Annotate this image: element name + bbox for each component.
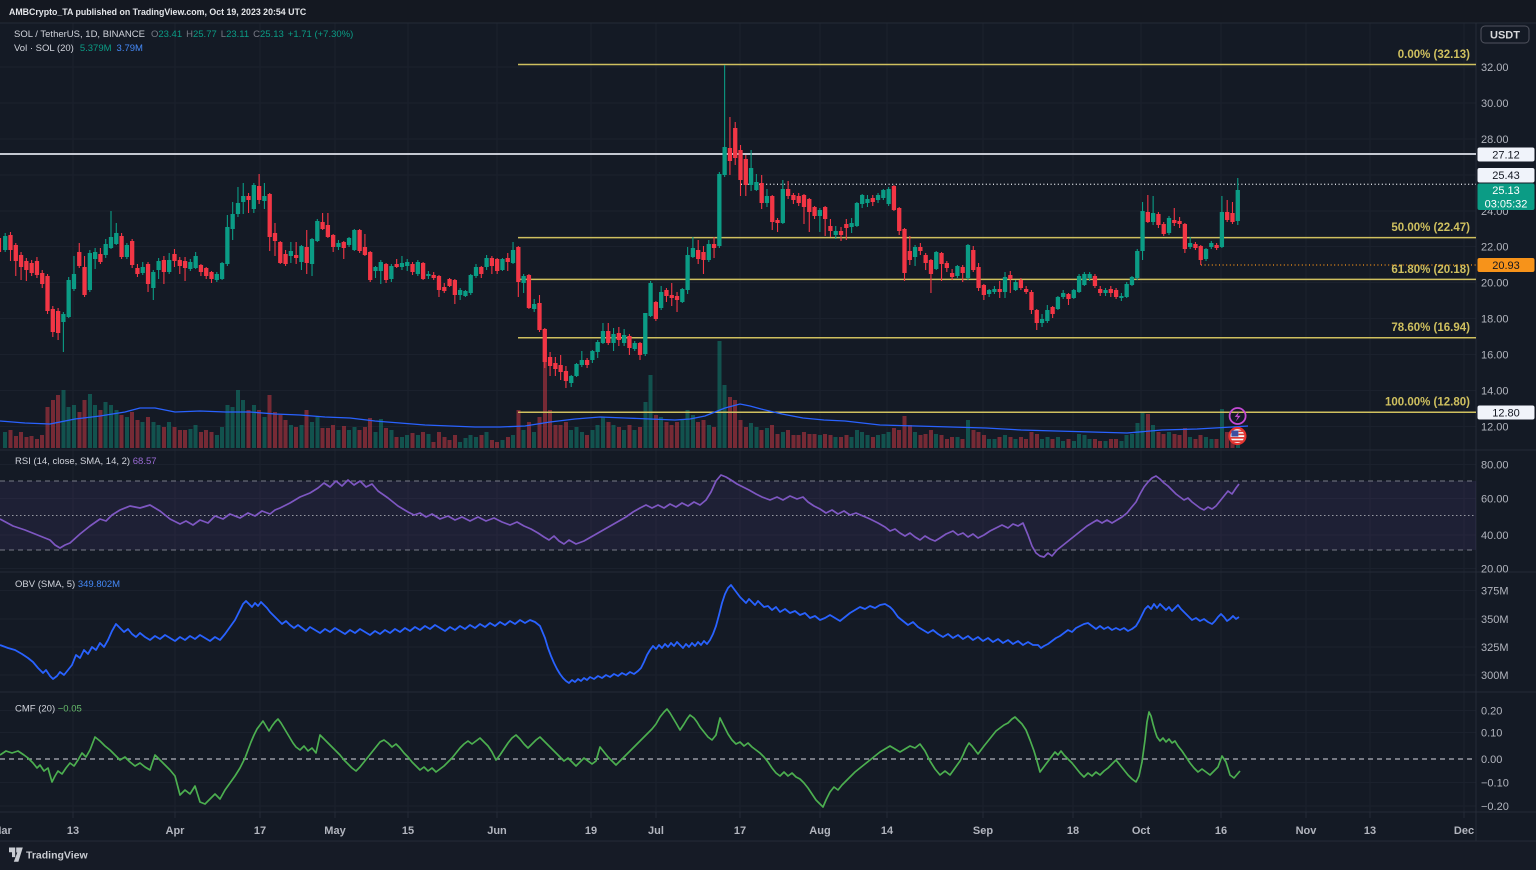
svg-text:0.20: 0.20	[1481, 706, 1502, 718]
svg-text:Aug: Aug	[809, 825, 830, 837]
svg-text:CMF (20) −0.05: CMF (20) −0.05	[15, 704, 82, 715]
svg-text:OBV (SMA, 5) 349.802M: OBV (SMA, 5) 349.802M	[15, 579, 120, 590]
svg-text:Jul: Jul	[648, 825, 664, 837]
svg-text:30.00: 30.00	[1481, 98, 1509, 110]
svg-text:14.00: 14.00	[1481, 386, 1509, 398]
svg-text:13: 13	[1364, 825, 1376, 837]
svg-text:28.00: 28.00	[1481, 134, 1509, 146]
svg-text:14: 14	[881, 825, 894, 837]
svg-text:32.00: 32.00	[1481, 62, 1509, 74]
svg-text:13: 13	[67, 825, 79, 837]
svg-text:78.60% (16.94): 78.60% (16.94)	[1391, 322, 1470, 334]
svg-text:May: May	[324, 825, 346, 837]
svg-text:27.12: 27.12	[1492, 150, 1520, 162]
svg-text:20.00: 20.00	[1481, 278, 1509, 290]
svg-text:03:05:32: 03:05:32	[1485, 198, 1528, 210]
svg-text:0.10: 0.10	[1481, 728, 1502, 740]
svg-text:17: 17	[254, 825, 266, 837]
svg-text:Mar: Mar	[0, 825, 12, 837]
svg-text:300M: 300M	[1481, 670, 1509, 682]
svg-text:20.93: 20.93	[1492, 260, 1520, 272]
svg-text:20.00: 20.00	[1481, 564, 1509, 576]
svg-text:61.80% (20.18): 61.80% (20.18)	[1391, 264, 1470, 276]
svg-text:AMBCrypto_TA published on Trad: AMBCrypto_TA published on TradingView.co…	[9, 7, 307, 17]
svg-text:19: 19	[585, 825, 597, 837]
svg-text:16.00: 16.00	[1481, 350, 1509, 362]
svg-text:60.00: 60.00	[1481, 494, 1509, 506]
svg-text:18.00: 18.00	[1481, 314, 1509, 326]
svg-text:TradingView: TradingView	[26, 850, 88, 862]
svg-text:17: 17	[734, 825, 746, 837]
svg-text:18: 18	[1067, 825, 1079, 837]
svg-text:−0.20: −0.20	[1481, 801, 1509, 813]
svg-text:12.00: 12.00	[1481, 422, 1509, 434]
svg-text:12.80: 12.80	[1492, 408, 1520, 420]
svg-text:Apr: Apr	[166, 825, 186, 837]
svg-text:Dec: Dec	[1454, 825, 1474, 837]
svg-text:Sep: Sep	[973, 825, 993, 837]
svg-text:Nov: Nov	[1296, 825, 1318, 837]
svg-text:50.00% (22.47): 50.00% (22.47)	[1391, 222, 1470, 234]
svg-text:25.13: 25.13	[1492, 185, 1520, 197]
svg-text:15: 15	[402, 825, 414, 837]
svg-text:100.00% (12.80): 100.00% (12.80)	[1385, 397, 1470, 409]
svg-text:Oct: Oct	[1132, 825, 1151, 837]
svg-text:RSI (14, close, SMA, 14, 2) 68: RSI (14, close, SMA, 14, 2) 68.57	[15, 456, 157, 467]
svg-text:Jun: Jun	[487, 825, 507, 837]
svg-text:USDT: USDT	[1490, 30, 1520, 42]
svg-text:40.00: 40.00	[1481, 530, 1509, 542]
svg-text:375M: 375M	[1481, 586, 1509, 598]
svg-text:22.00: 22.00	[1481, 242, 1509, 254]
svg-text:325M: 325M	[1481, 642, 1509, 654]
svg-text:80.00: 80.00	[1481, 460, 1509, 472]
svg-text:−0.10: −0.10	[1481, 778, 1509, 790]
svg-text:16: 16	[1215, 825, 1227, 837]
svg-text:0.00: 0.00	[1481, 754, 1502, 766]
svg-text:25.43: 25.43	[1492, 170, 1520, 182]
svg-text:350M: 350M	[1481, 614, 1509, 626]
svg-text:0.00% (32.13): 0.00% (32.13)	[1398, 49, 1470, 61]
